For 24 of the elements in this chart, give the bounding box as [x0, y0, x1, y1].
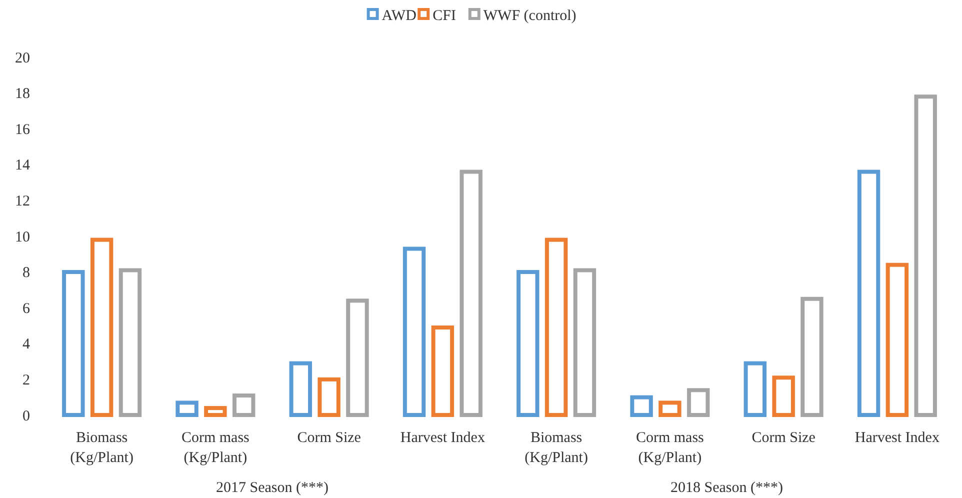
x-tick-label: Corm mass (Kg/Plant): [636, 430, 704, 466]
text: 2018 Season (***): [670, 480, 783, 496]
legend-label: AWD: [382, 8, 417, 24]
x-tick-label: Corm mass (Kg/Plant): [181, 430, 250, 466]
legend-label: WWF (control): [483, 8, 576, 24]
y-tick-label: 12: [15, 193, 30, 210]
y-tick-label: 8: [22, 265, 30, 282]
y-tick-label: 18: [15, 86, 30, 102]
x-tick-label: Biomass (Kg/Plant): [70, 430, 134, 466]
y-tick-label: 2: [22, 372, 30, 388]
y-tick-label: 20: [15, 50, 30, 66]
x-tick-label: Biomass (Kg/Plant): [524, 430, 588, 466]
x-tick-label: Harvest Index: [400, 430, 486, 446]
y-tick-label: 14: [15, 158, 30, 174]
legend-label: CFI: [432, 8, 456, 24]
x-tick-label: Corm Size: [752, 430, 816, 446]
y-tick-label: 0: [22, 408, 30, 424]
x-tick-label: Corm Size: [297, 430, 362, 446]
y-tick-label: 10: [15, 229, 30, 246]
y-tick-label: 6: [22, 300, 30, 317]
x-tick-label: Harvest Index: [854, 430, 940, 446]
y-tick-label: 4: [22, 336, 30, 353]
y-tick-label: 16: [15, 122, 30, 138]
text: 2017 Season (***): [216, 480, 328, 496]
